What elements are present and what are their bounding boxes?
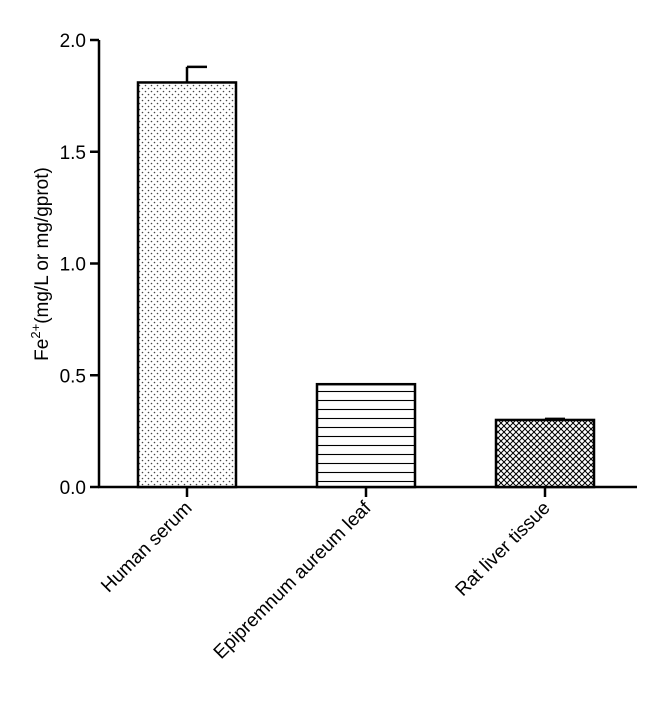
y-axis-label-base: Fe (32, 339, 53, 361)
category-labels: Human serum Epipremnum aureum leaf Rat liv… (97, 497, 554, 663)
y-axis-label-rest: (mg/L or mg/gprot) (32, 167, 53, 324)
y-tick-label: 1.0 (60, 255, 86, 276)
y-axis: 0.0 0.5 1.0 1.5 2.0 (60, 31, 101, 499)
bar-group (494, 417, 596, 489)
y-tick-label: 1.5 (60, 143, 86, 164)
x-axis (98, 485, 637, 497)
bar-pattern (317, 384, 415, 487)
x-category-label: Human serum (97, 498, 196, 597)
bars (136, 65, 596, 489)
x-category-label: Rat liver tissue (452, 498, 555, 601)
bar-group (136, 65, 238, 489)
bar-group (315, 382, 417, 489)
y-tick-label: 0.5 (60, 366, 86, 387)
bar-pattern (138, 82, 236, 487)
y-axis-label-superscript: 2+ (28, 324, 43, 339)
y-tick-label: 0.0 (60, 478, 86, 499)
bar (315, 382, 417, 489)
bar-pattern (496, 419, 594, 487)
y-axis-label: Fe2+(mg/L or mg/gprot) (28, 167, 53, 361)
x-category-label: Epipremnum aureum leaf (210, 497, 376, 663)
y-tick-label: 2.0 (60, 31, 86, 52)
